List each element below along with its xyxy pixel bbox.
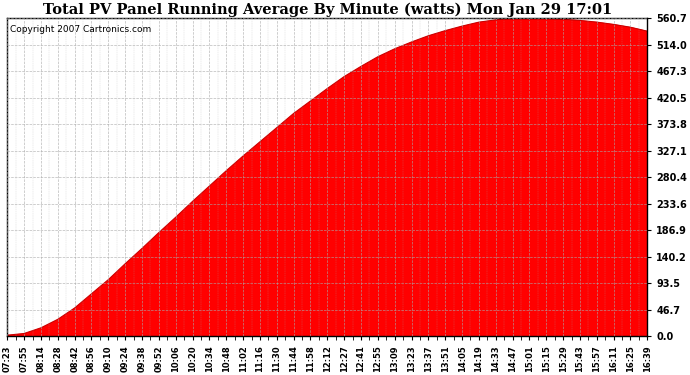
Title: Total PV Panel Running Average By Minute (watts) Mon Jan 29 17:01: Total PV Panel Running Average By Minute…	[43, 3, 612, 17]
Text: Copyright 2007 Cartronics.com: Copyright 2007 Cartronics.com	[10, 25, 152, 34]
